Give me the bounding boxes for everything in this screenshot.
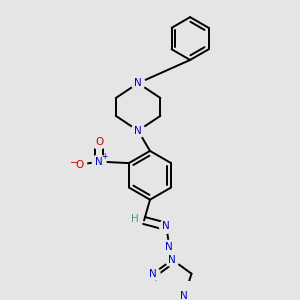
Text: N: N [180,291,188,300]
Text: +: + [101,152,108,161]
Text: −: − [70,158,79,168]
Text: N: N [165,242,173,252]
Text: N: N [163,221,170,231]
Text: N: N [95,157,103,166]
Text: O: O [76,160,84,170]
Circle shape [92,136,106,149]
Text: N: N [168,255,176,265]
Circle shape [177,290,191,300]
Circle shape [163,240,176,254]
Circle shape [73,158,87,171]
Text: N: N [134,78,142,88]
Circle shape [166,253,179,267]
Circle shape [146,267,160,280]
Text: O: O [95,137,103,147]
Circle shape [92,155,106,169]
Circle shape [131,76,145,90]
Circle shape [131,124,145,137]
Text: H: H [131,214,138,224]
Text: N: N [134,126,142,136]
Circle shape [160,220,173,233]
Text: N: N [149,269,157,279]
